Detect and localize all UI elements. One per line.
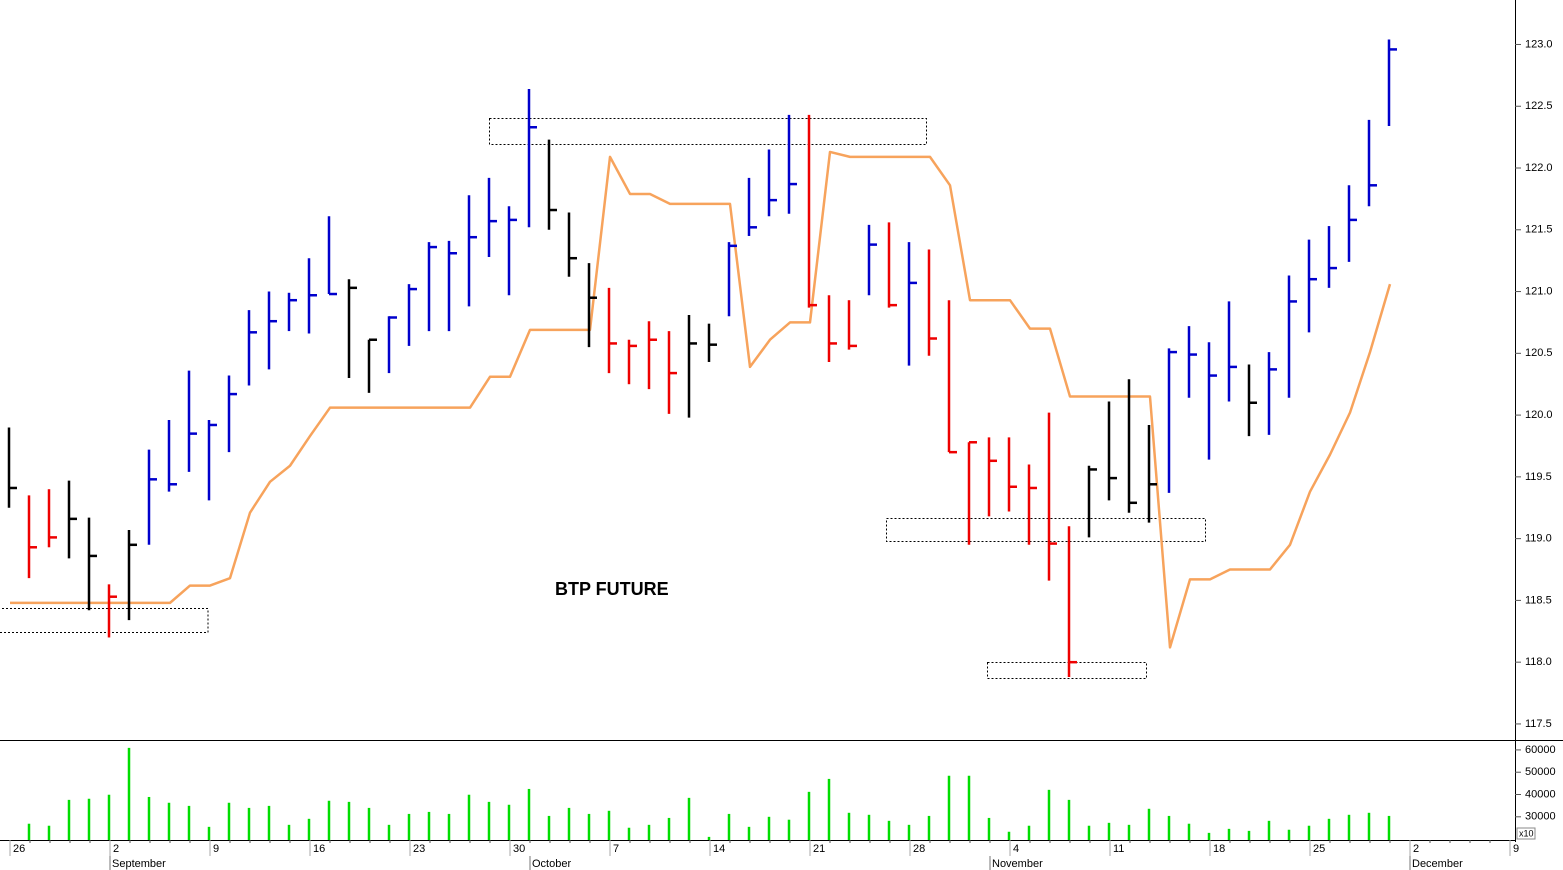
x-tick-label: 14 bbox=[713, 843, 725, 855]
volume-tick-label: 30000 bbox=[1525, 811, 1556, 823]
y-tick-label: 121.5 bbox=[1525, 224, 1553, 236]
level-boxes bbox=[0, 118, 1206, 679]
y-tick-label: 121.0 bbox=[1525, 285, 1553, 297]
volume-tick-label: 40000 bbox=[1525, 788, 1556, 800]
level-box bbox=[0, 608, 209, 633]
y-tick-label: 122.0 bbox=[1525, 162, 1553, 174]
y-tick-label: 120.5 bbox=[1525, 347, 1553, 359]
y-tick-label: 119.5 bbox=[1525, 471, 1552, 483]
y-tick-label: 118.0 bbox=[1525, 656, 1552, 668]
volume-tick-label: 60000 bbox=[1525, 744, 1556, 756]
month-label: December bbox=[1412, 858, 1463, 870]
x-tick-label: 28 bbox=[913, 843, 925, 855]
y-tick-label: 118.5 bbox=[1525, 594, 1552, 606]
x-tick-label: 26 bbox=[13, 843, 25, 855]
volume-multiplier: x10 bbox=[1519, 828, 1534, 838]
x-tick-label: 25 bbox=[1313, 843, 1325, 855]
stop-line bbox=[10, 150, 1392, 649]
y-tick-label: 122.5 bbox=[1525, 100, 1553, 112]
x-tick-label: 2 bbox=[1413, 843, 1419, 855]
chart-title: BTP FUTURE bbox=[555, 579, 669, 599]
x-tick-label: 9 bbox=[1513, 843, 1519, 855]
x-tick-label: 21 bbox=[813, 843, 825, 855]
level-box bbox=[886, 518, 1206, 542]
x-tick-label: 16 bbox=[313, 843, 325, 855]
y-tick-label: 120.0 bbox=[1525, 409, 1553, 421]
y-tick-label: 123.0 bbox=[1525, 38, 1553, 50]
x-tick-label: 30 bbox=[513, 843, 525, 855]
x-tick-label: 18 bbox=[1213, 843, 1225, 855]
x-tick-label: 7 bbox=[613, 843, 619, 855]
y-tick-label: 117.5 bbox=[1525, 718, 1552, 730]
volume-tick-label: 50000 bbox=[1525, 766, 1556, 778]
x-tick-label: 4 bbox=[1013, 843, 1019, 855]
y-tick-label: 119.0 bbox=[1525, 533, 1552, 545]
x-tick-label: 9 bbox=[213, 843, 219, 855]
level-box bbox=[489, 118, 927, 145]
multiplier-box bbox=[1516, 827, 1536, 840]
month-label: October bbox=[532, 858, 571, 870]
month-label: November bbox=[992, 858, 1043, 870]
x-tick-label: 23 bbox=[413, 843, 425, 855]
x-tick-label: 11 bbox=[1113, 843, 1124, 855]
level-box bbox=[987, 662, 1147, 679]
x-tick-label: 2 bbox=[113, 843, 119, 855]
month-label: September bbox=[112, 858, 166, 870]
